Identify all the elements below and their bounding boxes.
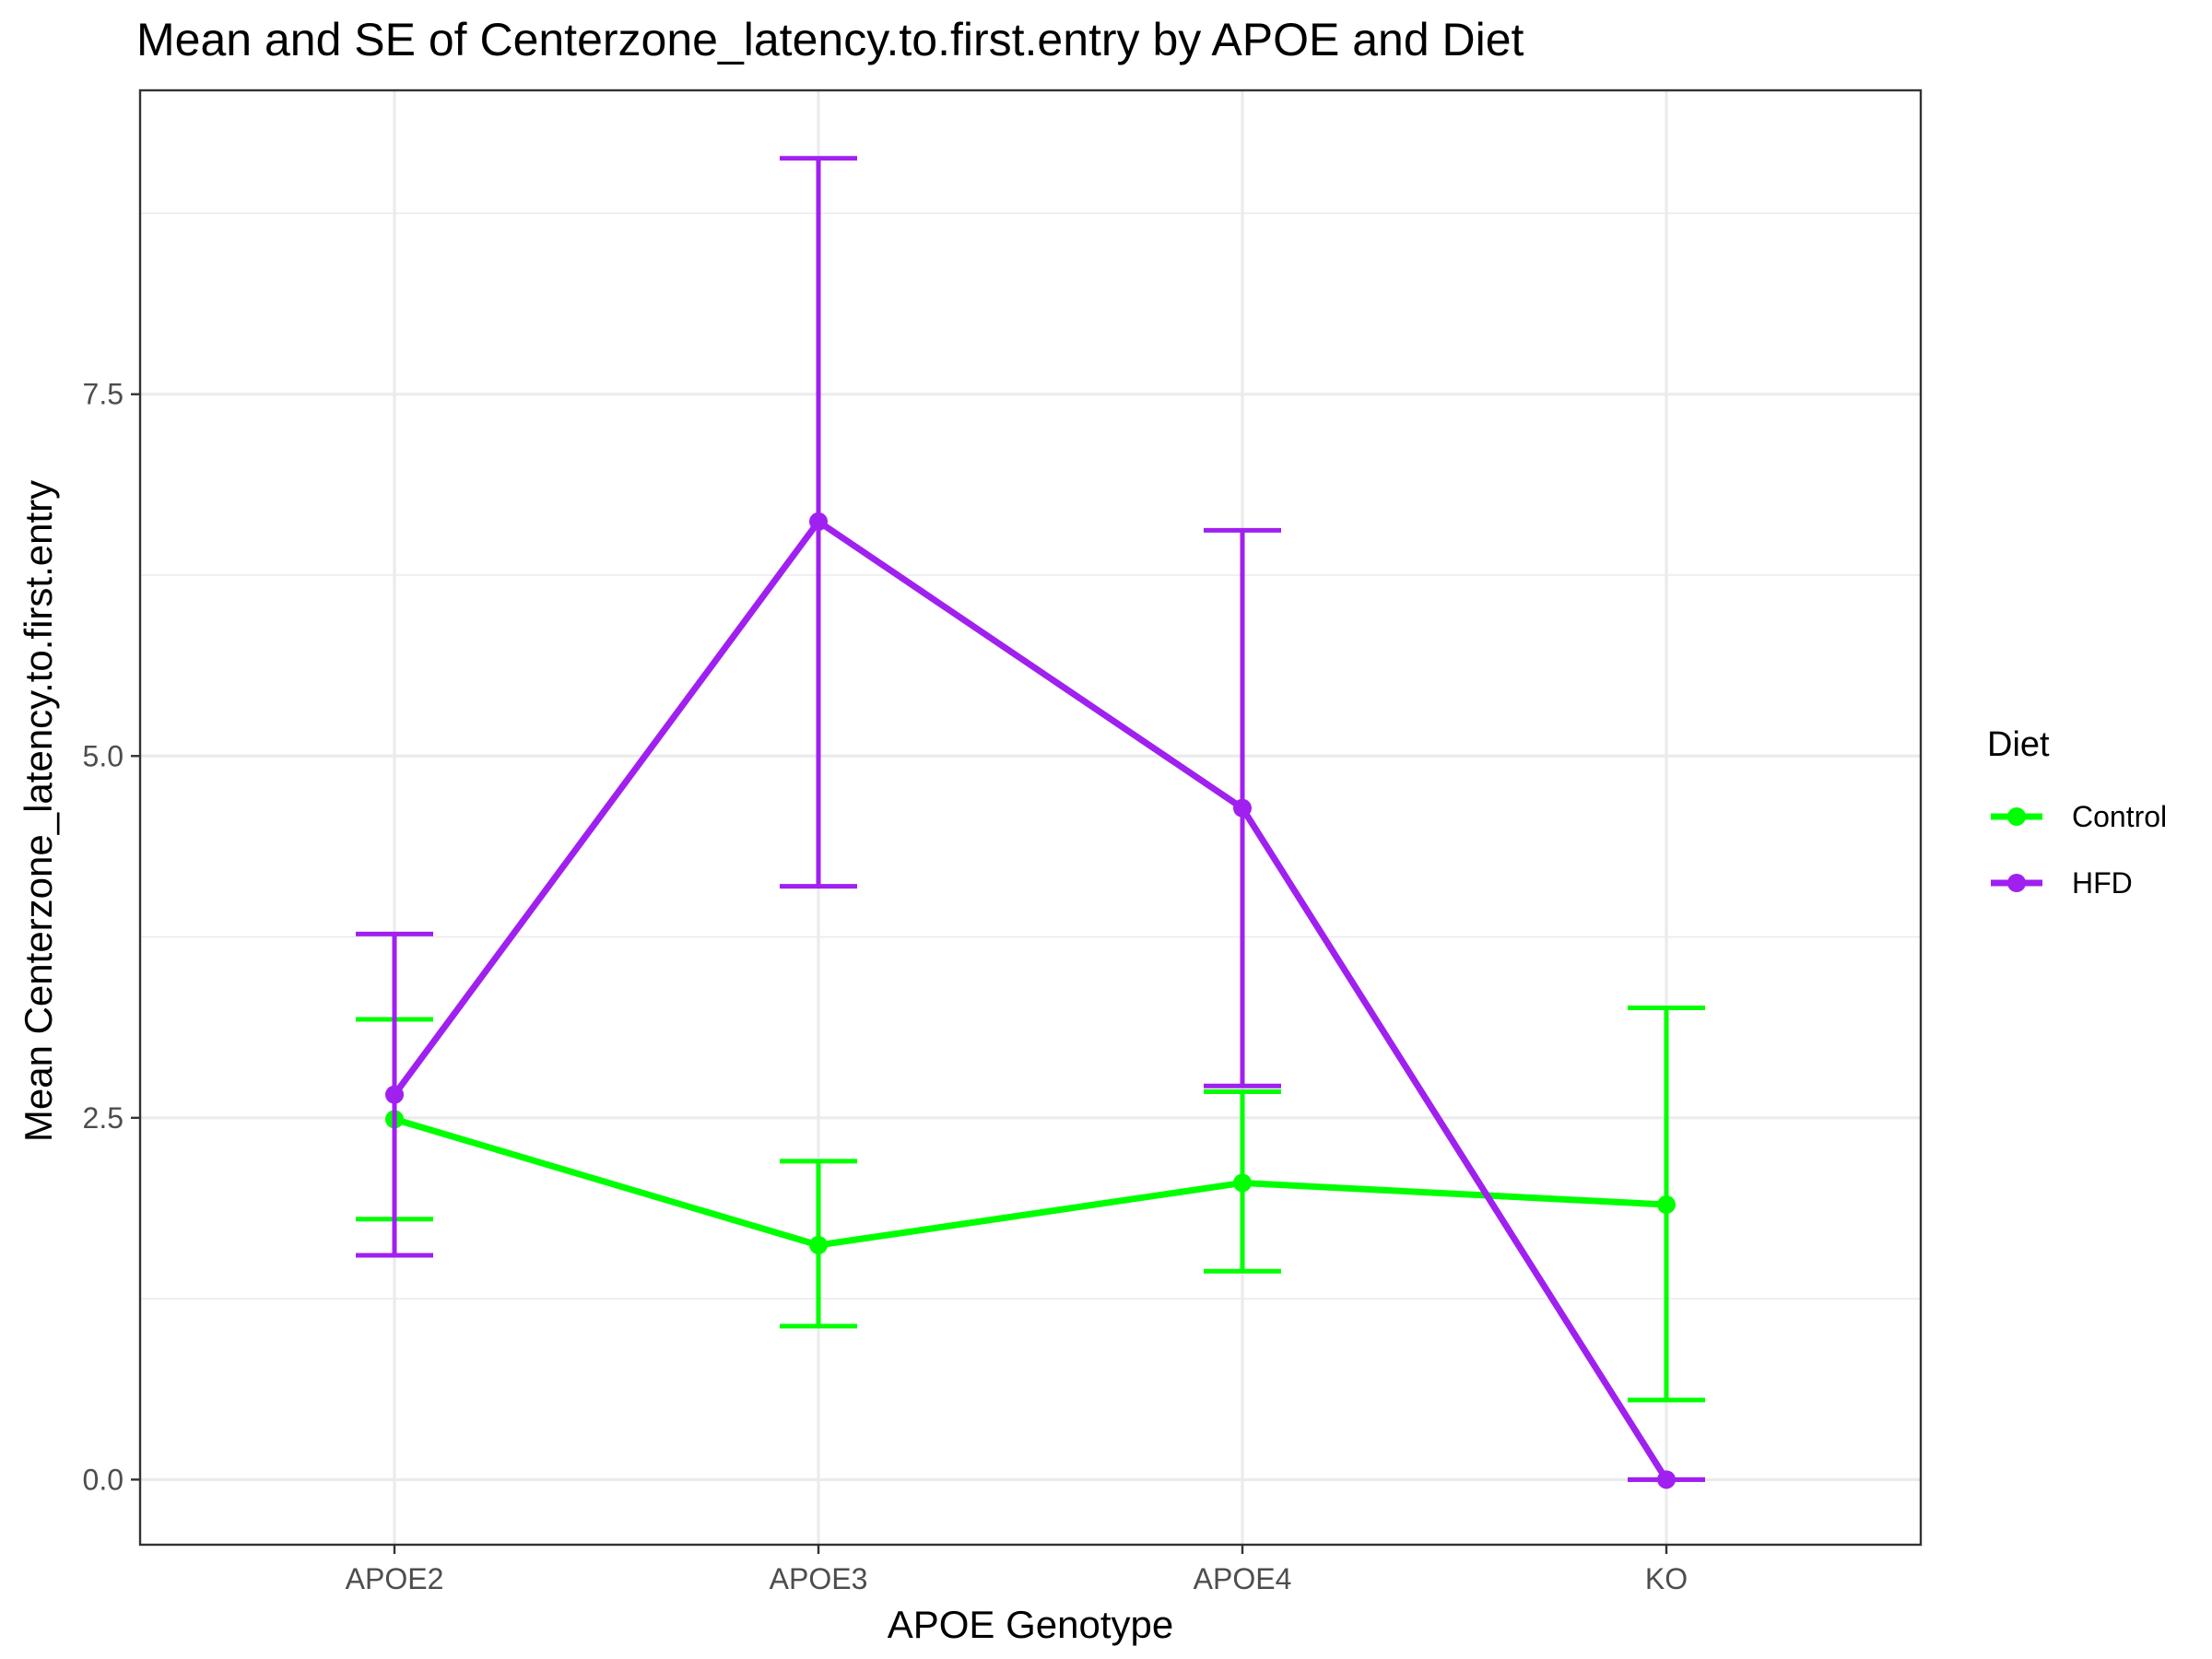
legend-item-control: Control [1991,800,2167,833]
data-point [809,1235,828,1254]
series-line [392,518,1669,1482]
data-point [1657,1470,1676,1489]
series-control [356,1005,1705,1403]
x-tick-label: KO [1645,1562,1688,1595]
data-point [385,1085,404,1104]
series-line [394,1116,1667,1249]
y-tick-label: 2.5 [83,1101,124,1135]
y-axis-title: Mean Centerzone_latency.to.first.entry [17,480,60,1142]
plot-area: 0.0 2.5 5.0 7.5 APOE2 APOE3 APOE4 KO [83,88,1923,1595]
legend: Diet Control HFD [1987,725,2167,900]
legend-label: HFD [2072,866,2133,900]
legend-title: Diet [1987,725,2050,764]
data-point [1657,1195,1676,1215]
y-tick-label: 7.5 [83,378,124,411]
data-point [1233,1173,1252,1193]
chart-title: Mean and SE of Centerzone_latency.to.fir… [136,14,1524,65]
panel-background [140,90,1921,1545]
x-axis-title: APOE Genotype [888,1603,1174,1646]
x-tick-label: APOE4 [1194,1562,1292,1595]
data-point [809,512,828,531]
x-tick-label: APOE3 [770,1562,868,1595]
legend-item-hfd: HFD [1991,866,2133,900]
y-tick-label: 5.0 [83,739,124,772]
panel-border [138,88,1923,1547]
legend-key-point [2007,807,2026,826]
x-tick-label: APOE2 [346,1562,444,1595]
series-hfd [356,156,1705,1489]
data-point [1233,798,1252,818]
y-tick-label: 0.0 [83,1463,124,1496]
legend-key-point [2007,874,2026,892]
legend-label: Control [2072,800,2167,833]
